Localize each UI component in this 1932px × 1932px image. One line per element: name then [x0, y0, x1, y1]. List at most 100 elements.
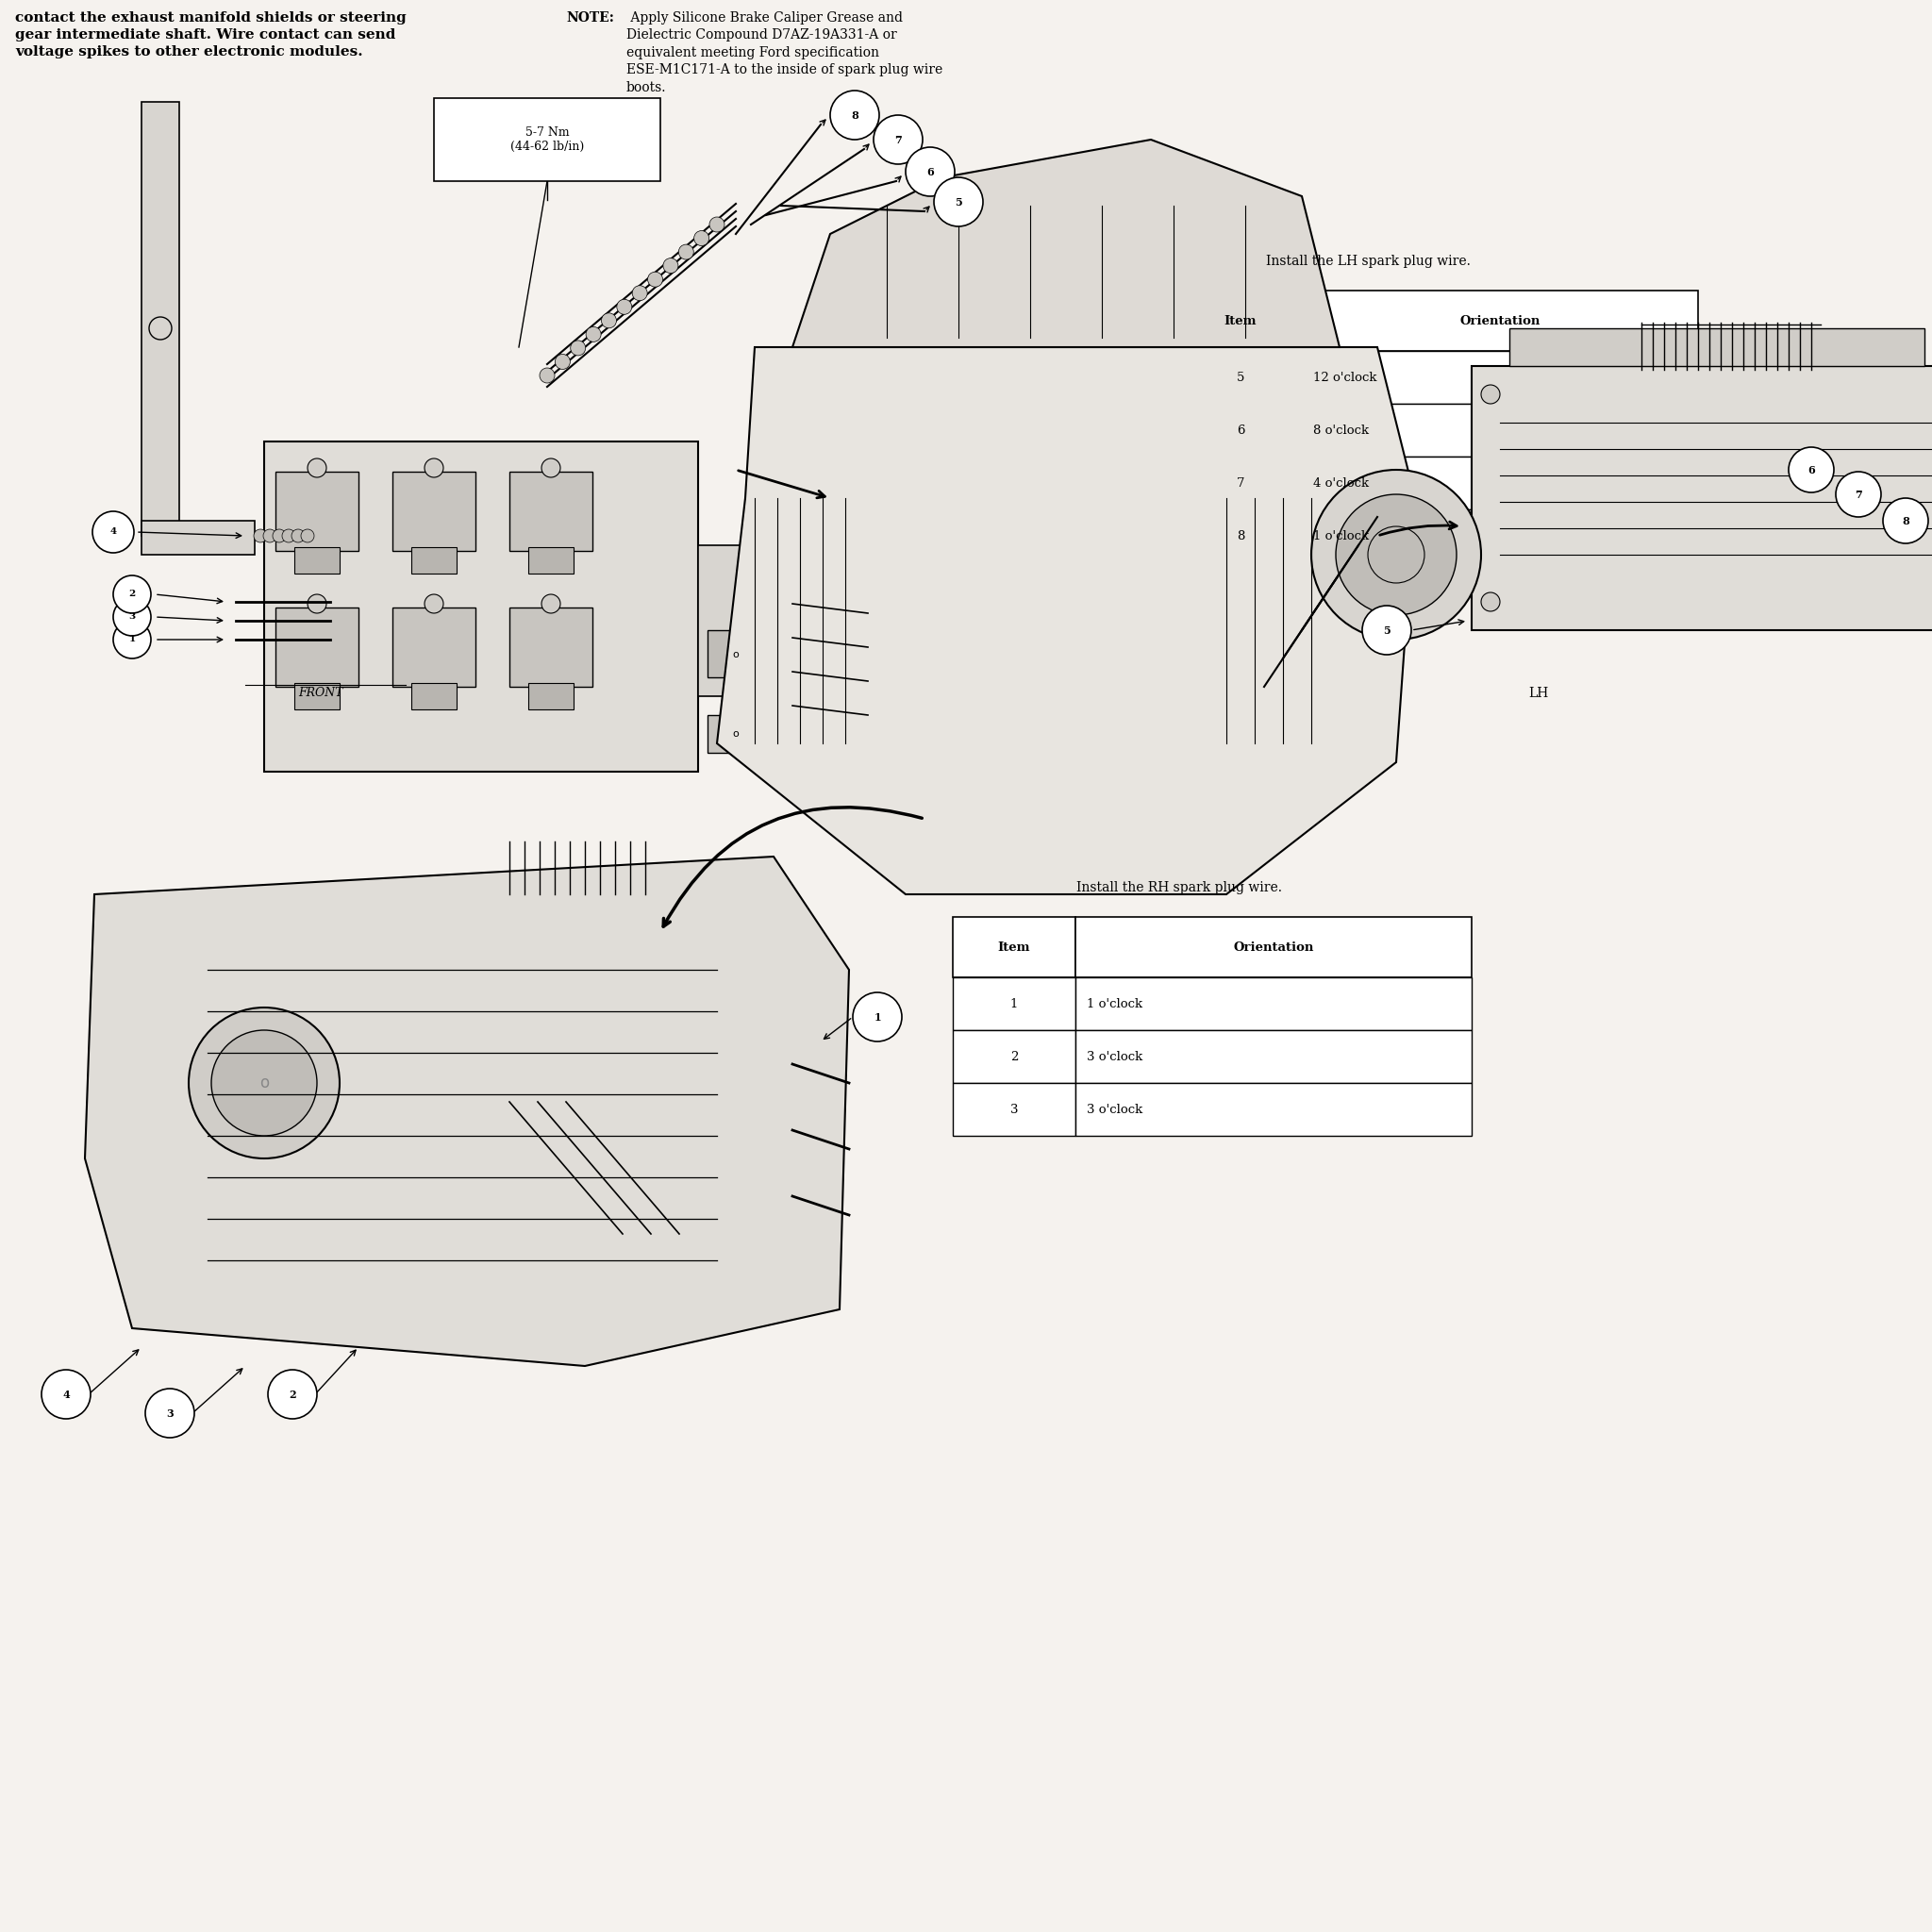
Circle shape: [93, 512, 133, 553]
Text: Install the RH spark plug wire.: Install the RH spark plug wire.: [1076, 881, 1283, 895]
Circle shape: [292, 529, 305, 543]
Circle shape: [145, 1389, 195, 1437]
Circle shape: [425, 595, 442, 612]
Text: FRONT: FRONT: [298, 686, 344, 699]
Circle shape: [114, 599, 151, 636]
Circle shape: [906, 147, 954, 197]
Text: o: o: [732, 649, 740, 659]
Text: 7: 7: [895, 135, 902, 145]
Polygon shape: [792, 139, 1339, 348]
Bar: [1076, 1030, 1472, 1084]
Text: 2: 2: [129, 589, 135, 599]
Circle shape: [301, 529, 315, 543]
Text: 8: 8: [850, 110, 858, 120]
Bar: [392, 471, 475, 551]
Text: 8 o'clock: 8 o'clock: [1314, 423, 1370, 437]
Text: 6: 6: [1236, 423, 1244, 437]
Bar: [1302, 404, 1698, 456]
Circle shape: [647, 272, 663, 288]
Circle shape: [541, 458, 560, 477]
Text: 1 o'clock: 1 o'clock: [1314, 529, 1370, 543]
Bar: [392, 607, 475, 686]
Circle shape: [189, 1007, 340, 1159]
Circle shape: [1835, 471, 1882, 518]
Text: 1: 1: [1010, 997, 1018, 1010]
Bar: [1179, 352, 1302, 404]
Circle shape: [1884, 498, 1928, 543]
Text: 6: 6: [927, 166, 933, 178]
Bar: [1302, 510, 1698, 562]
Bar: [294, 684, 340, 709]
Circle shape: [1362, 605, 1410, 655]
Bar: [1179, 510, 1302, 562]
Text: Item: Item: [1225, 315, 1258, 327]
Text: o: o: [732, 728, 740, 738]
Circle shape: [663, 259, 678, 272]
Bar: [952, 1084, 1076, 1136]
Circle shape: [114, 576, 151, 612]
Bar: [952, 918, 1076, 978]
Circle shape: [601, 313, 616, 328]
Bar: [1509, 328, 1924, 365]
Bar: [435, 99, 661, 182]
Text: 1: 1: [129, 636, 135, 643]
Bar: [276, 607, 359, 686]
Text: o: o: [259, 1074, 269, 1092]
Text: 12 o'clock: 12 o'clock: [1314, 371, 1378, 383]
Bar: [1179, 456, 1302, 510]
Text: NOTE:: NOTE:: [566, 12, 614, 25]
Circle shape: [425, 458, 442, 477]
Text: 3: 3: [166, 1408, 174, 1418]
Text: Orientation: Orientation: [1233, 941, 1314, 952]
Circle shape: [554, 354, 570, 369]
Text: 4: 4: [62, 1389, 70, 1399]
Circle shape: [272, 529, 286, 543]
Text: Orientation: Orientation: [1461, 315, 1540, 327]
Text: 5: 5: [954, 197, 962, 207]
Circle shape: [211, 1030, 317, 1136]
Circle shape: [852, 993, 902, 1041]
Bar: [952, 978, 1076, 1030]
Text: 3 o'clock: 3 o'clock: [1086, 1051, 1142, 1063]
Circle shape: [831, 91, 879, 139]
Text: 5: 5: [1383, 624, 1391, 636]
Bar: [510, 471, 593, 551]
Circle shape: [307, 595, 327, 612]
Circle shape: [678, 245, 694, 259]
Text: contact the exhaust manifold shields or steering
gear intermediate shaft. Wire c: contact the exhaust manifold shields or …: [15, 12, 406, 58]
Circle shape: [1312, 469, 1482, 639]
Bar: [707, 715, 765, 753]
Circle shape: [1789, 446, 1833, 493]
Bar: [294, 547, 340, 574]
Circle shape: [933, 178, 983, 226]
Circle shape: [632, 286, 647, 301]
Bar: [1179, 290, 1302, 352]
Text: 4: 4: [110, 527, 116, 537]
Bar: [1472, 365, 1932, 630]
Circle shape: [114, 620, 151, 659]
Circle shape: [541, 595, 560, 612]
Bar: [276, 471, 359, 551]
Bar: [1302, 456, 1698, 510]
Text: 4 o'clock: 4 o'clock: [1314, 477, 1370, 489]
Bar: [1076, 1084, 1472, 1136]
Text: Apply Silicone Brake Caliper Grease and
Dielectric Compound D7AZ-19A331-A or
equ: Apply Silicone Brake Caliper Grease and …: [626, 12, 943, 95]
Circle shape: [253, 529, 267, 543]
Text: 5: 5: [1236, 371, 1244, 383]
Bar: [141, 522, 255, 554]
Bar: [412, 684, 456, 709]
Text: 7: 7: [1855, 489, 1862, 500]
Bar: [1076, 918, 1472, 978]
Bar: [510, 607, 593, 686]
Bar: [707, 630, 765, 678]
Circle shape: [709, 216, 724, 232]
Bar: [265, 442, 697, 771]
Bar: [1076, 978, 1472, 1030]
Circle shape: [1335, 495, 1457, 614]
Text: 3 o'clock: 3 o'clock: [1086, 1103, 1142, 1115]
Text: LH: LH: [1528, 686, 1548, 699]
Text: 3: 3: [1010, 1103, 1018, 1115]
Circle shape: [1482, 384, 1499, 404]
Circle shape: [263, 529, 276, 543]
Bar: [697, 545, 782, 696]
